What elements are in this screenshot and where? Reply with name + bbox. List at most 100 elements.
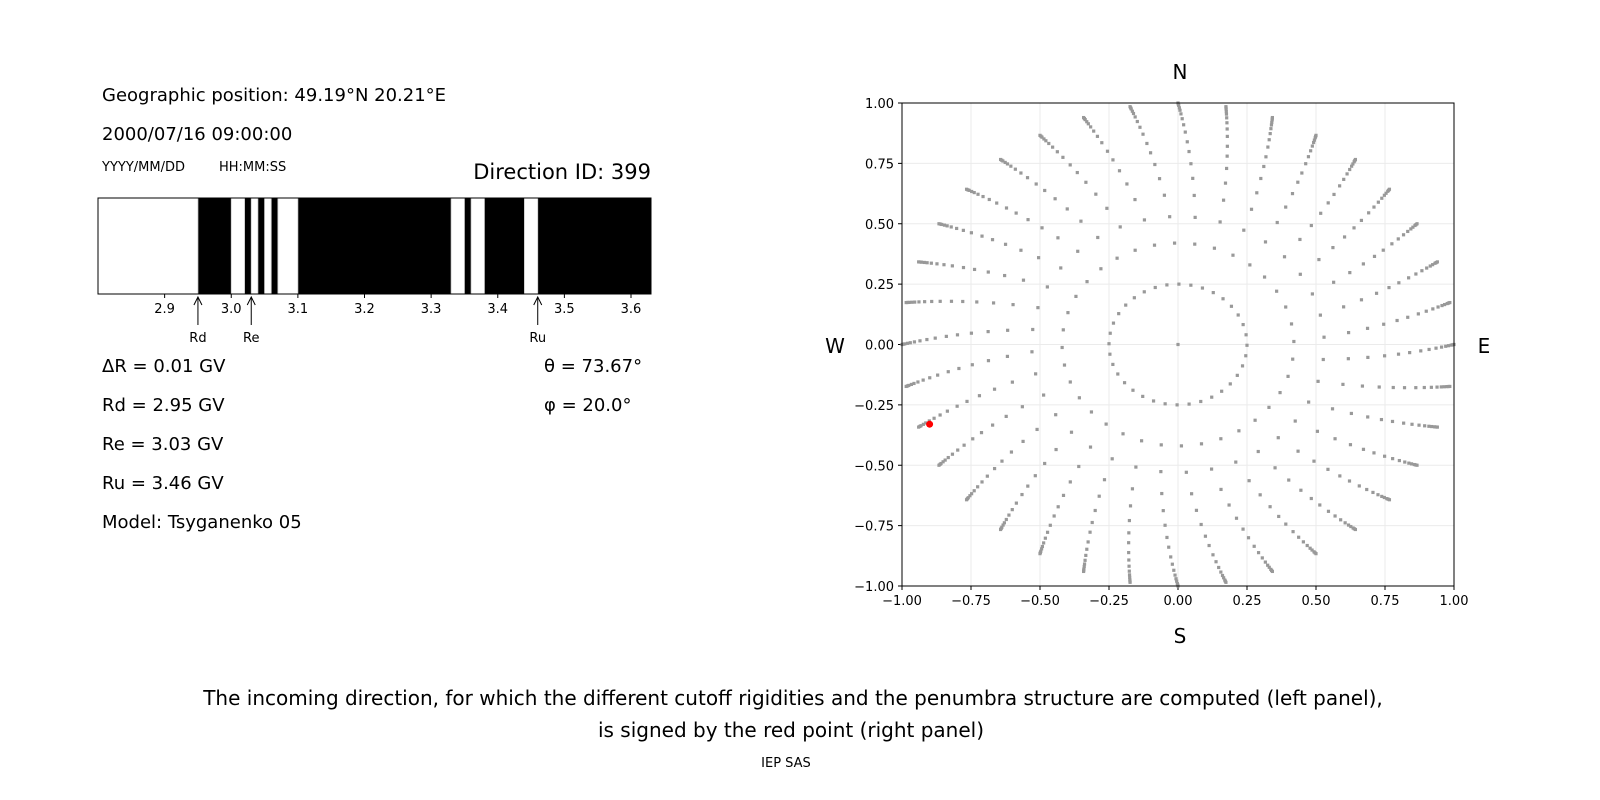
scatter-point bbox=[937, 463, 941, 467]
scatter-point bbox=[1262, 275, 1267, 279]
scatter-frame bbox=[901, 102, 1455, 587]
scatter-point bbox=[1221, 198, 1226, 202]
scatter-point bbox=[1052, 514, 1056, 518]
scatter-point bbox=[1333, 514, 1337, 518]
scatter-point bbox=[1033, 474, 1037, 478]
scatter-point bbox=[1278, 390, 1282, 395]
scatter-point bbox=[1264, 155, 1268, 159]
scatter-point bbox=[1435, 425, 1439, 429]
scatter-point bbox=[1128, 580, 1132, 584]
scatter-point bbox=[1082, 569, 1086, 574]
scatter-point bbox=[1420, 269, 1424, 273]
penumbra-allowed-band bbox=[450, 197, 465, 295]
scatter-point bbox=[1407, 276, 1411, 280]
scatter-point bbox=[1391, 457, 1395, 461]
scatter-point bbox=[1168, 215, 1172, 219]
scatter-point bbox=[1105, 149, 1110, 153]
scatter-point bbox=[1131, 388, 1135, 392]
scatter-point bbox=[1021, 278, 1026, 282]
scatter-point bbox=[1300, 171, 1304, 175]
scatter-point bbox=[1383, 454, 1387, 458]
scatter-point bbox=[1289, 322, 1294, 326]
scatter-point bbox=[1130, 487, 1135, 491]
x-tick-label: −0.50 bbox=[1020, 594, 1060, 609]
scatter-point bbox=[992, 387, 997, 391]
scatter-point bbox=[912, 340, 917, 344]
scatter-point bbox=[1448, 300, 1452, 305]
scatter-point bbox=[1236, 313, 1240, 317]
scatter-point bbox=[1010, 380, 1014, 384]
scatter-point bbox=[1054, 413, 1058, 417]
scatter-point bbox=[991, 423, 995, 427]
scatter-point bbox=[1225, 166, 1229, 171]
center-point bbox=[1176, 342, 1180, 347]
scatter-point bbox=[1065, 207, 1069, 211]
scatter-point bbox=[1387, 285, 1391, 290]
scatter-point bbox=[1127, 550, 1131, 555]
scatter-point bbox=[1270, 569, 1274, 574]
scatter-point bbox=[1116, 372, 1120, 376]
scatter-point bbox=[1042, 393, 1046, 397]
scatter-point bbox=[1138, 125, 1142, 129]
scatter-point bbox=[1291, 357, 1295, 361]
scatter-point bbox=[1406, 315, 1410, 319]
scatter-point bbox=[1306, 155, 1311, 159]
scatter-point bbox=[1307, 400, 1311, 404]
scatter-point bbox=[1004, 414, 1008, 418]
scatter-point bbox=[1242, 228, 1246, 232]
scatter-point bbox=[1402, 386, 1407, 390]
scatter-point bbox=[1009, 450, 1014, 454]
x-tick-label: 1.00 bbox=[1440, 594, 1469, 609]
scatter-point bbox=[1298, 237, 1302, 242]
y-tick-label: −0.50 bbox=[854, 459, 894, 474]
scatter-point bbox=[1090, 520, 1094, 525]
scatter-point bbox=[1122, 381, 1127, 385]
scatter-point bbox=[1068, 380, 1072, 384]
scatter-point bbox=[1431, 307, 1435, 311]
scatter-point bbox=[1044, 139, 1048, 143]
scatter-point bbox=[1401, 233, 1406, 237]
scatter-point bbox=[1269, 127, 1273, 131]
scatter-point bbox=[969, 231, 973, 235]
penumbra-allowed-band bbox=[470, 197, 485, 295]
scatter-point bbox=[935, 262, 939, 266]
scatter-point bbox=[1244, 333, 1248, 337]
scatter-point bbox=[1045, 285, 1049, 289]
scatter-point bbox=[1247, 479, 1251, 483]
scatter-point bbox=[955, 404, 959, 408]
scatter-point bbox=[1043, 461, 1047, 466]
scatter-point bbox=[1222, 576, 1226, 580]
penumbra-allowed-band bbox=[264, 197, 272, 295]
scatter-point bbox=[1361, 447, 1366, 451]
scatter-point bbox=[1082, 562, 1087, 566]
scatter-point bbox=[1255, 191, 1259, 195]
y-tick-label: −1.00 bbox=[854, 580, 894, 595]
scatter-point bbox=[1227, 503, 1231, 507]
scatter-point bbox=[1287, 478, 1291, 482]
x-tick-label: 0.75 bbox=[1371, 594, 1400, 609]
scatter-point bbox=[1014, 501, 1018, 505]
scatter-point bbox=[1108, 352, 1112, 356]
scatter-point bbox=[908, 341, 912, 345]
scatter-point bbox=[1180, 117, 1184, 121]
bar-tick-label: 3.5 bbox=[554, 302, 575, 317]
scatter-point bbox=[945, 224, 949, 228]
scatter-point bbox=[1322, 335, 1326, 339]
scatter-point bbox=[1163, 402, 1167, 406]
scatter-point bbox=[1305, 543, 1309, 548]
scatter-point bbox=[1097, 494, 1101, 498]
scatter-point bbox=[1175, 579, 1179, 583]
scatter-point bbox=[1141, 132, 1145, 136]
scatter-point bbox=[955, 226, 959, 231]
scatter-point bbox=[1315, 429, 1320, 433]
scatter-point bbox=[1061, 155, 1065, 159]
scatter-point bbox=[1218, 220, 1222, 224]
scatter-point bbox=[917, 300, 921, 304]
scatter-point bbox=[1396, 237, 1400, 241]
compass-south: S bbox=[1174, 624, 1187, 648]
scatter-point bbox=[1429, 385, 1433, 389]
scatter-point bbox=[990, 238, 995, 242]
phi-value: φ = 20.0° bbox=[544, 395, 632, 416]
scatter-point bbox=[1034, 372, 1038, 376]
scatter-point bbox=[968, 494, 972, 498]
